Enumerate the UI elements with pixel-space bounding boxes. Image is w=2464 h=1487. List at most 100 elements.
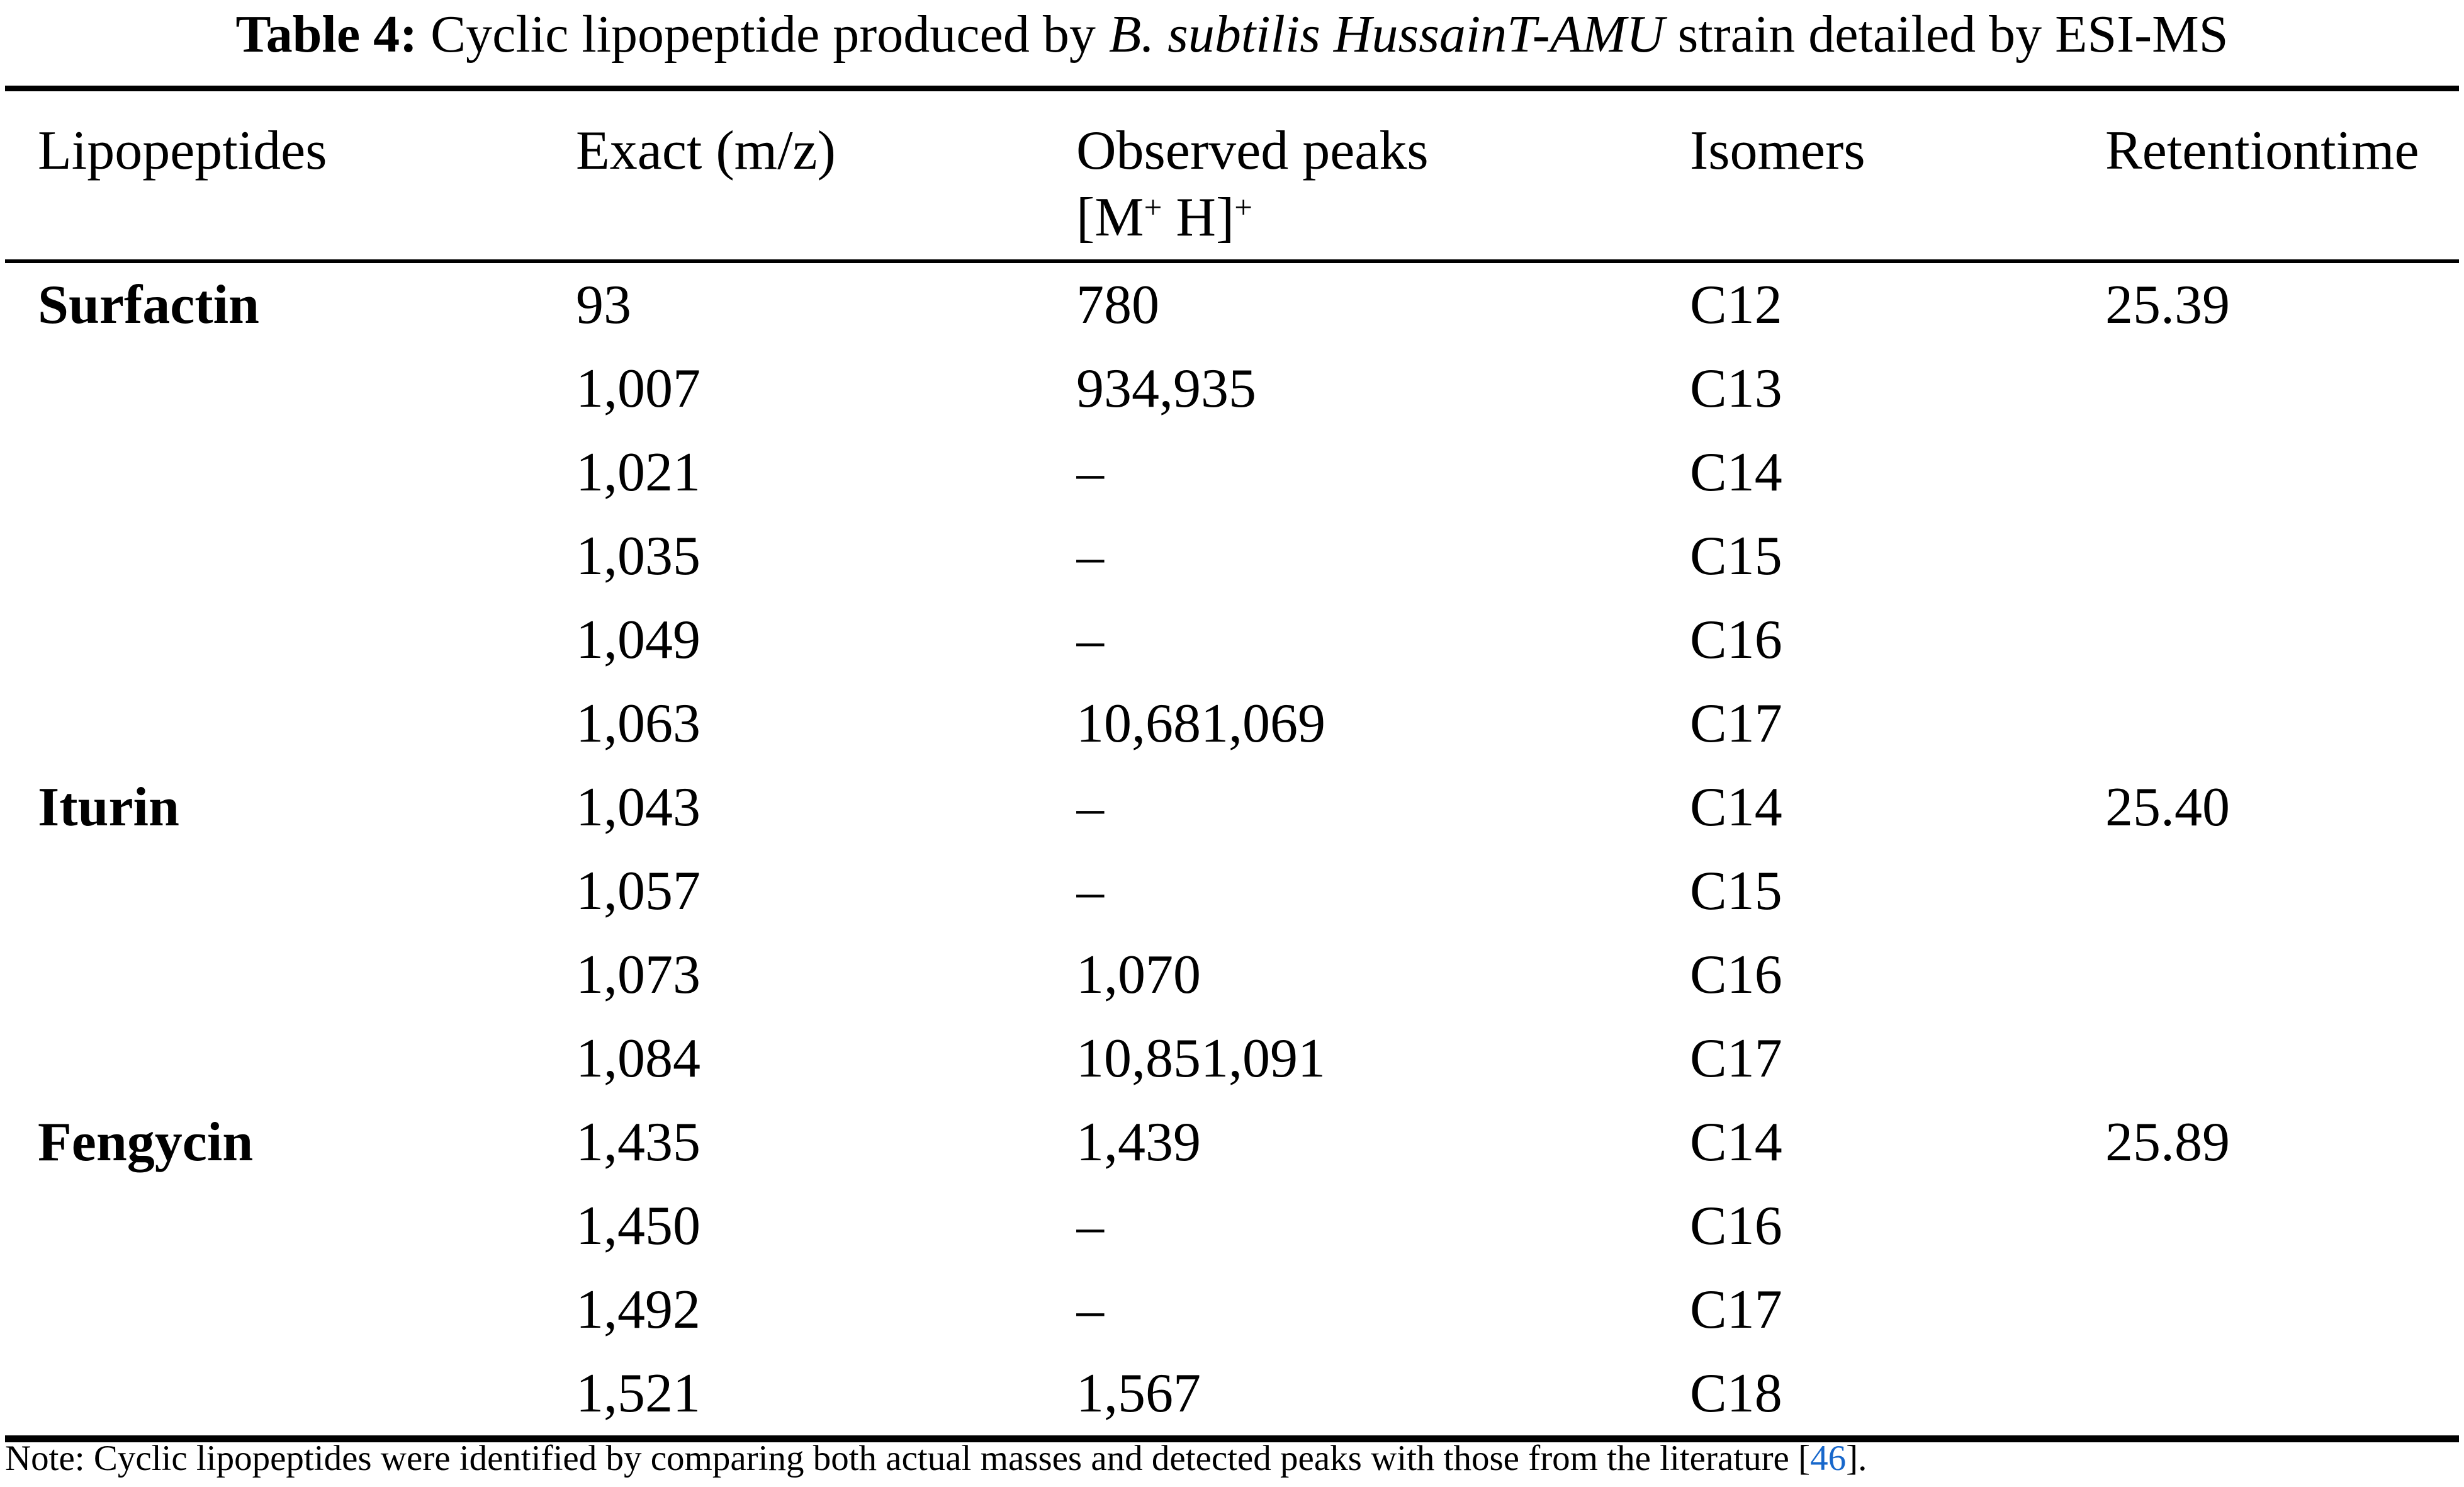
ion-bracket-close: H] xyxy=(1162,186,1235,248)
table-row: 1,021 – C14 xyxy=(5,431,2459,514)
cell-observed-peaks: – xyxy=(1076,860,1104,922)
table-container: Lipopeptides Exact (m/z) Observed peaks … xyxy=(5,86,2459,1443)
cell-observed-peaks: 1,567 xyxy=(1076,1362,1201,1424)
table-number-label: Table 4: xyxy=(235,5,418,64)
cell-retention-time xyxy=(2105,347,2459,431)
header-row: Lipopeptides Exact (m/z) Observed peaks … xyxy=(5,88,2459,264)
cell-retention-time xyxy=(2105,1268,2459,1352)
lipopeptide-table: Lipopeptides Exact (m/z) Observed peaks … xyxy=(5,86,2459,1443)
cell-lipopeptide xyxy=(5,682,576,766)
cell-isomer: C14 xyxy=(1690,1111,1782,1173)
table-row: 1,450 – C16 xyxy=(5,1184,2459,1268)
observed-peaks-line1: Observed peaks xyxy=(1076,120,1429,181)
cell-isomer: C16 xyxy=(1690,1195,1782,1257)
column-header-isomers: Isomers xyxy=(1690,88,2105,264)
cell-exact-mz: 1,084 xyxy=(576,1027,700,1089)
table-row: 1,049 – C16 xyxy=(5,598,2459,682)
cell-observed-peaks: – xyxy=(1076,1195,1104,1257)
column-header-exact-mz: Exact (m/z) xyxy=(576,88,1076,264)
cell-isomer: C18 xyxy=(1690,1362,1782,1424)
cell-lipopeptide xyxy=(5,1352,576,1439)
cell-lipopeptide xyxy=(5,1268,576,1352)
cell-lipopeptide xyxy=(5,598,576,682)
cell-observed-peaks: 10,851,091 xyxy=(1076,1027,1325,1089)
ion-charge-sup: + xyxy=(1234,189,1252,225)
cell-observed-peaks: 1,070 xyxy=(1076,944,1201,1005)
cell-exact-mz: 1,435 xyxy=(576,1111,700,1173)
ion-bracket-open: [M xyxy=(1076,186,1144,248)
ion-charge-sup: + xyxy=(1144,189,1162,225)
cell-lipopeptide xyxy=(5,933,576,1017)
cell-retention-time xyxy=(2105,514,2459,598)
table-row: 1,521 1,567 C18 xyxy=(5,1352,2459,1439)
strain-name: B. subtilis HussainT-AMU xyxy=(1108,5,1665,64)
table-body: Surfactin 93 780 C12 25.39 1,007 934,935… xyxy=(5,261,2459,1439)
cell-exact-mz: 1,057 xyxy=(576,860,700,922)
cell-isomer: C15 xyxy=(1690,525,1782,587)
cell-isomer: C14 xyxy=(1690,441,1782,503)
cell-observed-peaks: 780 xyxy=(1076,274,1159,336)
cell-observed-peaks: 1,439 xyxy=(1076,1111,1201,1173)
cell-retention-time xyxy=(2105,598,2459,682)
table-row: 1,063 10,681,069 C17 xyxy=(5,682,2459,766)
cell-retention-time: 25.39 xyxy=(2105,274,2230,336)
cell-exact-mz: 1,073 xyxy=(576,944,700,1005)
table-caption: Table 4: Cyclic lipopeptide produced by … xyxy=(0,1,2464,67)
cell-exact-mz: 1,007 xyxy=(576,358,700,419)
cell-observed-peaks: – xyxy=(1076,1279,1104,1340)
note-text-end: ]. xyxy=(1846,1439,1867,1478)
cell-exact-mz: 1,521 xyxy=(576,1362,700,1424)
table-row: 1,035 – C15 xyxy=(5,514,2459,598)
column-header-lipopeptides: Lipopeptides xyxy=(5,88,576,264)
cell-isomer: C17 xyxy=(1690,1279,1782,1340)
cell-isomer: C13 xyxy=(1690,358,1782,419)
cell-exact-mz: 1,049 xyxy=(576,609,700,670)
cell-retention-time xyxy=(2105,1352,2459,1439)
cell-retention-time: 25.89 xyxy=(2105,1111,2230,1173)
cell-isomer: C15 xyxy=(1690,860,1782,922)
cell-observed-peaks: – xyxy=(1076,441,1104,503)
table-row: 1,492 – C17 xyxy=(5,1268,2459,1352)
cell-lipopeptide xyxy=(5,1017,576,1100)
column-header-retention-time: Retentiontime xyxy=(2105,88,2459,264)
table-row: 1,084 10,851,091 C17 xyxy=(5,1017,2459,1100)
table-row: 1,007 934,935 C13 xyxy=(5,347,2459,431)
cell-lipopeptide xyxy=(5,514,576,598)
cell-lipopeptide xyxy=(5,431,576,514)
cell-exact-mz: 1,492 xyxy=(576,1279,700,1340)
cell-lipopeptide xyxy=(5,1184,576,1268)
cell-lipopeptide: Iturin xyxy=(38,776,179,838)
cell-retention-time xyxy=(2105,849,2459,933)
cell-exact-mz: 93 xyxy=(576,274,631,336)
cell-exact-mz: 1,450 xyxy=(576,1195,700,1257)
cell-observed-peaks: 10,681,069 xyxy=(1076,693,1325,754)
cell-retention-time xyxy=(2105,933,2459,1017)
table-header: Lipopeptides Exact (m/z) Observed peaks … xyxy=(5,88,2459,264)
cell-isomer: C17 xyxy=(1690,1027,1782,1089)
cell-observed-peaks: – xyxy=(1076,609,1104,670)
citation-link[interactable]: 46 xyxy=(1810,1439,1847,1478)
cell-exact-mz: 1,043 xyxy=(576,776,700,838)
cell-isomer: C17 xyxy=(1690,693,1782,754)
cell-exact-mz: 1,063 xyxy=(576,693,700,754)
table-row: 1,073 1,070 C16 xyxy=(5,933,2459,1017)
cell-lipopeptide xyxy=(5,347,576,431)
table-row: 1,057 – C15 xyxy=(5,849,2459,933)
cell-exact-mz: 1,035 xyxy=(576,525,700,587)
table-row: Surfactin 93 780 C12 25.39 xyxy=(5,261,2459,347)
cell-retention-time xyxy=(2105,431,2459,514)
cell-observed-peaks: 934,935 xyxy=(1076,358,1256,419)
column-header-observed-peaks: Observed peaks [M+ H]+ xyxy=(1076,88,1690,264)
table-row: Iturin 1,043 – C14 25.40 xyxy=(5,766,2459,849)
cell-isomer: C14 xyxy=(1690,776,1782,838)
cell-retention-time: 25.40 xyxy=(2105,776,2230,838)
caption-text-pre: Cyclic lipopeptide produced by xyxy=(417,5,1109,64)
cell-exact-mz: 1,021 xyxy=(576,441,700,503)
note-text: Note: Cyclic lipopeptides were identifie… xyxy=(5,1439,1811,1478)
cell-lipopeptide xyxy=(5,849,576,933)
cell-observed-peaks: – xyxy=(1076,525,1104,587)
cell-isomer: C16 xyxy=(1690,609,1782,670)
cell-isomer: C12 xyxy=(1690,274,1782,336)
table-note: Note: Cyclic lipopeptides were identifie… xyxy=(5,1437,2459,1480)
